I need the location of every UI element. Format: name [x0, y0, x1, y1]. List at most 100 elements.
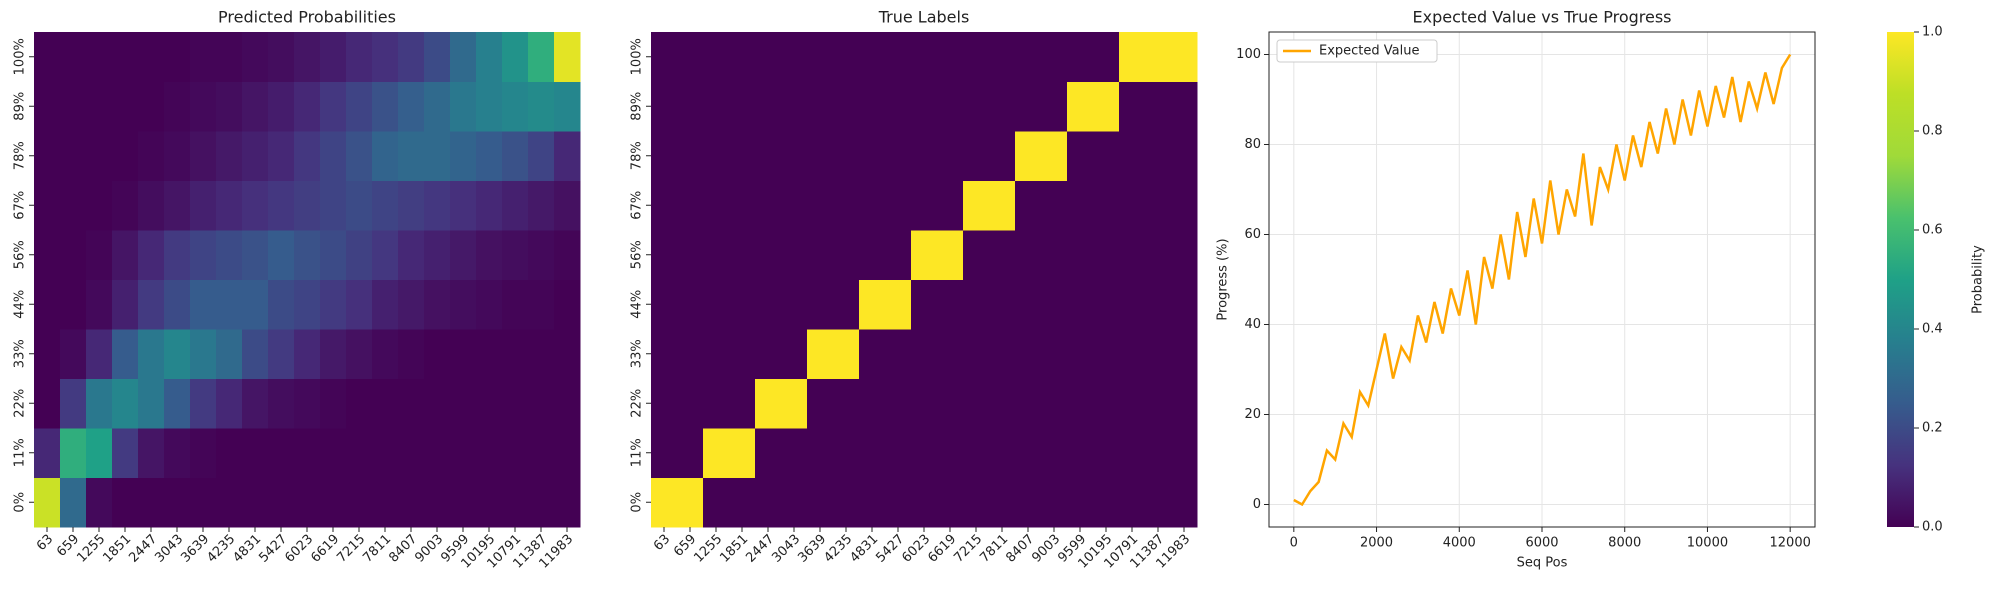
heatmap-cell: [911, 279, 938, 330]
heatmap-cell: [138, 378, 165, 429]
y-tick-label: 40: [1244, 317, 1261, 332]
x-tick-label: 9003: [1029, 532, 1063, 566]
heatmap-cell: [677, 477, 704, 528]
x-tick-label: 10000: [1687, 536, 1728, 551]
y-tick-label: 0%: [630, 492, 645, 513]
heatmap-cell: [424, 81, 451, 132]
heatmap-cell: [703, 378, 730, 429]
heatmap-cell: [86, 378, 113, 429]
heatmap-cell: [372, 329, 399, 379]
heatmap-cell: [833, 180, 860, 231]
heatmap-cell: [320, 230, 347, 280]
heatmap-cell: [268, 131, 295, 181]
heatmap-cell: [242, 329, 269, 379]
heatmap-cell: [807, 32, 834, 82]
heatmap-cell: [164, 32, 191, 82]
heatmap-cell: [781, 477, 808, 528]
heatmap-cell: [372, 428, 399, 478]
x-tick-label: 4831: [230, 532, 264, 566]
heatmap-cell: [86, 180, 113, 231]
y-tick-label: 0%: [13, 492, 28, 513]
heatmap-cell: [885, 81, 912, 132]
heatmap-cell: [476, 329, 503, 379]
heatmap-cell: [1093, 477, 1120, 528]
heatmap-cell: [346, 329, 373, 379]
heatmap-cell: [112, 81, 139, 132]
heatmap-cell: [1067, 428, 1094, 478]
heatmap-cell: [86, 131, 113, 181]
heatmap-cell: [1067, 180, 1094, 231]
heatmap-cell: [320, 131, 347, 181]
heatmap-cell: [372, 180, 399, 231]
heatmap-cell: [1093, 180, 1120, 231]
heatmap-cell: [989, 378, 1016, 429]
heatmap-cell: [885, 428, 912, 478]
heatmap-cell: [164, 329, 191, 379]
heatmap-cell: [1015, 329, 1042, 379]
heatmap-cell: [1067, 81, 1094, 132]
x-tick-label: 6023: [282, 532, 316, 566]
heatmap-cell: [937, 230, 964, 280]
heatmap-cell: [703, 131, 730, 181]
heatmap-cell: [1015, 428, 1042, 478]
heatmap-cell: [677, 32, 704, 82]
heatmap-cell: [1171, 81, 1198, 132]
heatmap-cell: [164, 131, 191, 181]
heatmap-cell: [216, 32, 243, 82]
heatmap-cell: [60, 329, 87, 379]
heatmap-cell: [554, 279, 581, 330]
heatmap-cell: [346, 81, 373, 132]
heatmap-cell: [112, 477, 139, 528]
heatmap-cell: [1067, 32, 1094, 82]
heatmap-cell: [1171, 180, 1198, 231]
heatmap-cell: [781, 180, 808, 231]
heatmap-cell: [755, 230, 782, 280]
heatmap-cell: [60, 131, 87, 181]
heatmap-cell: [450, 81, 477, 132]
heatmap-cell: [112, 279, 139, 330]
heatmap-cell: [320, 428, 347, 478]
heatmap-cell: [937, 32, 964, 82]
heatmap-cell: [781, 279, 808, 330]
heatmap-cell: [1119, 131, 1146, 181]
x-tick-label: 7215: [334, 532, 368, 566]
heatmap-cell: [1119, 329, 1146, 379]
y-tick-label: 89%: [630, 92, 645, 121]
y-tick-label: 67%: [13, 191, 28, 220]
heatmap-cell: [1067, 279, 1094, 330]
heatmap-cell: [138, 180, 165, 231]
heatmap-cell: [112, 378, 139, 429]
heatmap-cell: [703, 477, 730, 528]
heatmap-cell: [755, 81, 782, 132]
heatmap-cell: [138, 477, 165, 528]
x-tick-label: 4000: [1443, 536, 1476, 551]
heatmap-cell: [164, 477, 191, 528]
x-tick-label: 6619: [925, 532, 959, 566]
x-tick-label: 12000: [1770, 536, 1811, 551]
heatmap-cell: [677, 329, 704, 379]
heatmap-cell: [554, 230, 581, 280]
heatmap-cell: [703, 279, 730, 330]
heatmap-cell: [1015, 378, 1042, 429]
heatmap-cell: [372, 279, 399, 330]
heatmap-cell: [294, 477, 321, 528]
colorbar-tick-label: 0.6: [1922, 223, 1943, 238]
x-tick-label: 1255: [691, 532, 725, 566]
heatmap-cell: [1171, 279, 1198, 330]
heatmap-cell: [34, 32, 61, 82]
heatmap-cell: [398, 180, 425, 231]
x-tick-label: 8407: [386, 532, 420, 566]
heatmap-cell: [729, 428, 756, 478]
heatmap-cell: [1119, 428, 1146, 478]
y-tick-label: 20: [1244, 407, 1261, 422]
heatmap-cell: [190, 279, 217, 330]
heatmap-cell: [242, 230, 269, 280]
heatmap-cell: [651, 477, 678, 528]
heatmap-cell: [989, 279, 1016, 330]
heatmap-cell: [1093, 428, 1120, 478]
heatmap-cell: [164, 230, 191, 280]
heatmap-cell: [859, 428, 886, 478]
heatmap-cell: [859, 329, 886, 379]
heatmap-cell: [138, 32, 165, 82]
x-tick-label: 63: [651, 532, 673, 554]
